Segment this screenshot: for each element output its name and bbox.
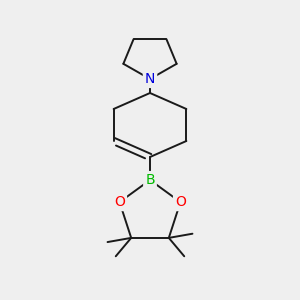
Text: N: N [145, 72, 155, 86]
Text: B: B [145, 173, 155, 187]
Text: O: O [114, 195, 125, 209]
Text: O: O [175, 195, 186, 209]
